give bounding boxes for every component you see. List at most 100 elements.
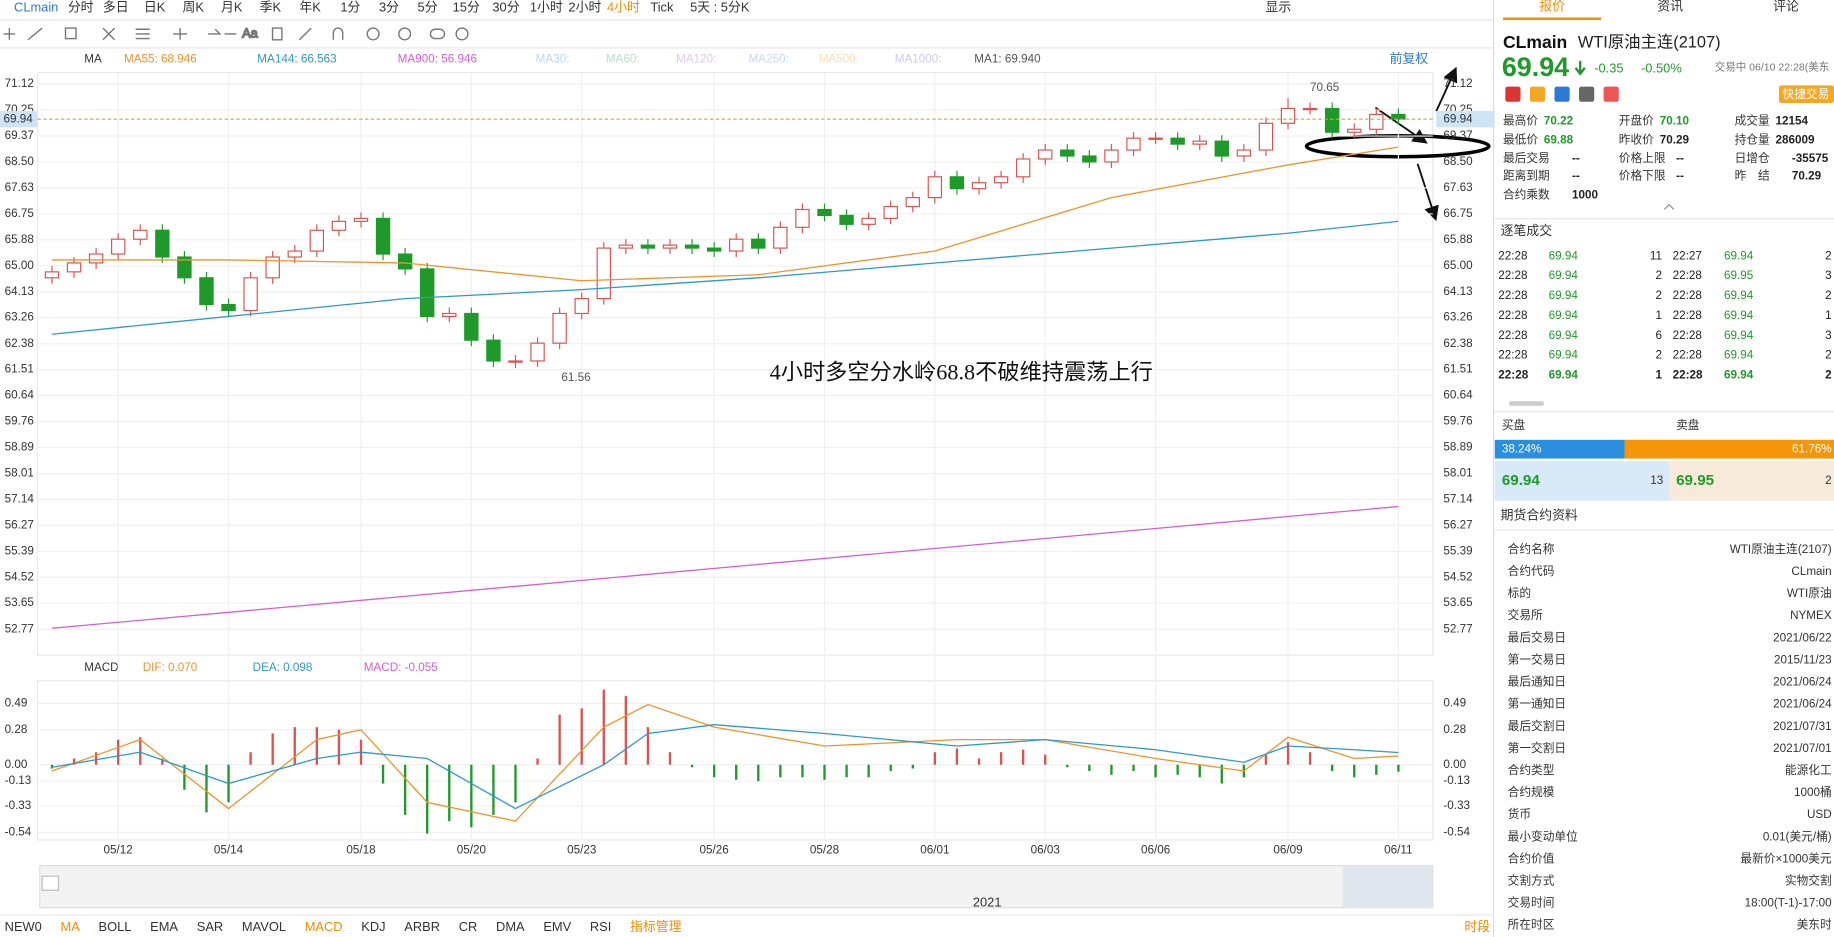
indicator-tab[interactable]: KDJ: [361, 919, 385, 934]
scrollbar[interactable]: [39, 865, 1434, 909]
contract-field: 最后交易日: [1508, 630, 1566, 644]
ask-price: 69.95: [1676, 472, 1715, 489]
stat-label: 价格下限: [1619, 169, 1666, 183]
timeframe-tab[interactable]: CLmain: [14, 0, 58, 15]
indicator-tab[interactable]: EMA: [150, 919, 178, 934]
buy-ratio-bar: [1494, 439, 1625, 459]
indicator-tab[interactable]: EMV: [543, 919, 571, 934]
timeframe-tab[interactable]: Tick: [650, 0, 674, 15]
trade-cell: 2: [1825, 369, 1832, 382]
section-title: 逐笔成交: [1501, 223, 1553, 238]
panel-tab[interactable]: 评论: [1773, 0, 1799, 13]
trade-cell: 22:28: [1673, 329, 1702, 342]
candle-body: [1324, 107, 1340, 133]
y-tick-label: 0.00: [5, 758, 28, 771]
timeframe-tab[interactable]: 15分: [453, 0, 480, 15]
y-tick-label: 56.27: [1443, 518, 1472, 531]
quick-icon[interactable]: [1529, 86, 1546, 102]
candle-body: [618, 244, 634, 249]
contract-value: CLmain: [1791, 565, 1831, 578]
contract-field: 合约价值: [1508, 851, 1555, 865]
quick-icon[interactable]: [1579, 86, 1595, 102]
indicator-tab[interactable]: BOLL: [99, 919, 132, 934]
x-tick-label: 06/11: [1384, 844, 1412, 857]
quick-icon[interactable]: [1505, 86, 1521, 102]
timeframe-tab[interactable]: 5分: [418, 0, 438, 15]
y-tick-label: 58.89: [1443, 441, 1472, 454]
timeframe-tab[interactable]: 3分: [379, 0, 399, 15]
period-button[interactable]: 时段: [1464, 919, 1490, 934]
indicator-tab[interactable]: 指标管理: [630, 919, 682, 934]
scroll-window[interactable]: [1342, 865, 1433, 908]
symbol: CLmain: [1503, 32, 1567, 52]
indicator-tab[interactable]: NEW0: [5, 919, 42, 934]
candle-body: [464, 312, 479, 341]
timeframe-tab[interactable]: 周K: [182, 0, 204, 15]
stat-label: 最高价: [1503, 114, 1538, 128]
indicator-tab[interactable]: DMA: [496, 919, 525, 934]
quick-icon[interactable]: [1603, 86, 1619, 102]
quick-trade-button[interactable]: [1779, 85, 1834, 103]
timeframe-tab[interactable]: 季K: [260, 0, 282, 15]
candle-body: [1347, 128, 1362, 133]
quick-icon[interactable]: [1554, 86, 1570, 102]
trade-cell: 2: [1656, 269, 1663, 282]
timeframe-tab[interactable]: 5天 : 5分K: [690, 0, 750, 15]
indicator-tab[interactable]: RSI: [590, 919, 611, 934]
candle-body: [1192, 140, 1207, 145]
trade-cell: 22:27: [1673, 249, 1702, 262]
sell-label: 卖盘: [1676, 418, 1700, 432]
indicator-tab[interactable]: SAR: [197, 919, 223, 934]
y-tick-label: 52.77: [1443, 622, 1472, 635]
down-arrow: [1574, 60, 1586, 76]
timeframe-tab[interactable]: 多日: [103, 0, 129, 15]
candle-body: [155, 229, 170, 258]
candle-body: [1104, 149, 1119, 163]
timeframe-tab[interactable]: 30分: [492, 0, 519, 15]
trade-cell: 69.94: [1724, 309, 1754, 322]
candle-body: [949, 176, 965, 190]
scroll-handle[interactable]: [41, 875, 60, 891]
indicator-tab[interactable]: MA: [61, 919, 81, 934]
candle-body: [1280, 107, 1296, 124]
y-tick-label: -0.33: [5, 799, 32, 812]
indicator-value: MACD: [84, 661, 118, 674]
y-tick-label: 57.14: [5, 493, 35, 506]
candle-body: [486, 339, 501, 362]
panel-tab[interactable]: 报价: [1539, 0, 1565, 13]
timeframe-tab[interactable]: 分时: [68, 0, 94, 15]
trade-cell: 6: [1656, 329, 1663, 342]
trade-cell: 22:28: [1498, 369, 1528, 382]
trade-cell: 22:28: [1673, 369, 1703, 382]
sell-ratio-bar: [1624, 439, 1834, 459]
moving-average-line: [51, 220, 1399, 335]
timeframe-tab[interactable]: 月K: [221, 0, 243, 15]
timeframe-tab[interactable]: 1小时: [530, 0, 563, 15]
timeframe-tab[interactable]: 日K: [144, 0, 166, 15]
quick-trade-label[interactable]: 快捷交易: [1783, 87, 1830, 101]
indicator-tab[interactable]: MACD: [305, 919, 343, 934]
indicator-tab[interactable]: CR: [459, 919, 478, 934]
trade-cell: 69.94: [1724, 369, 1754, 382]
indicator-tab[interactable]: MAVOL: [242, 919, 286, 934]
indicator-tab[interactable]: ARBR: [404, 919, 440, 934]
candle-body: [662, 244, 678, 249]
scroll-thumb[interactable]: [1508, 401, 1544, 406]
trade-cell: 69.94: [1549, 289, 1579, 302]
bid-box: [1494, 460, 1670, 501]
panel-tab[interactable]: 资讯: [1657, 0, 1683, 13]
timeframe-tab[interactable]: 1分: [340, 0, 360, 15]
candle-body: [1170, 137, 1185, 145]
y-tick-label: 71.12: [1443, 77, 1472, 90]
timeframe-tab[interactable]: 年K: [299, 0, 321, 15]
timeframe-tab[interactable]: 4小时: [607, 0, 640, 15]
display-menu[interactable]: 显示: [1266, 0, 1292, 15]
trade-cell: 22:28: [1498, 289, 1527, 302]
y-tick-label: 65.00: [5, 259, 35, 272]
expand-chevron[interactable]: [1663, 203, 1675, 210]
drawing-tools[interactable]: Aa: [3, 25, 469, 41]
timeframe-tab[interactable]: 2小时: [568, 0, 601, 15]
y-tick-label: 58.01: [5, 467, 34, 480]
y-tick-label: 63.26: [5, 311, 34, 324]
adjust-toggle[interactable]: 前复权: [1390, 51, 1429, 66]
